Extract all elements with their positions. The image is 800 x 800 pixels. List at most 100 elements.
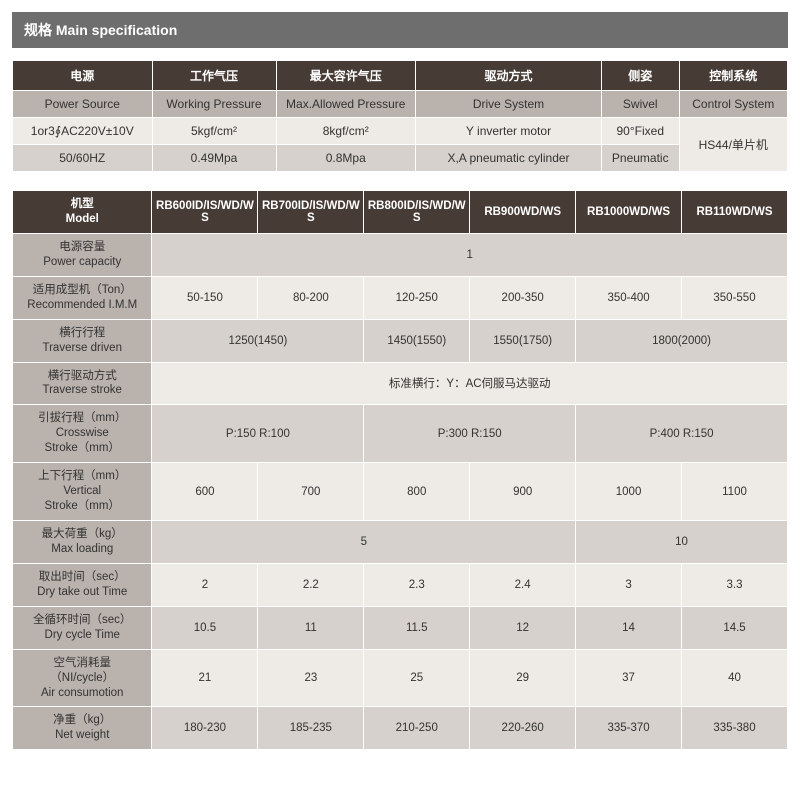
- label-cn: 机型: [71, 198, 94, 210]
- label-en: Dry cycle Time: [45, 629, 120, 641]
- table-row: 净重（kg） Net weight 180-230185-235210-250220…: [13, 707, 788, 750]
- table-row: 电源容量 Power capacity 1: [13, 233, 788, 276]
- cell: 40: [682, 649, 788, 707]
- cell: 10.5: [152, 606, 258, 649]
- row-label: 取出时间（sec）Dry take out Time: [13, 563, 152, 606]
- label-en: Power capacity: [43, 256, 121, 268]
- cell: 2.3: [364, 563, 470, 606]
- cell: 2.4: [470, 563, 576, 606]
- spec-table-2: 机型 Model RB600ID/IS/WD/WS RB700ID/IS/WD/…: [12, 190, 788, 750]
- table-row: 机型 Model RB600ID/IS/WD/WS RB700ID/IS/WD/…: [13, 191, 788, 234]
- model-col: RB600ID/IS/WD/WS: [152, 191, 258, 234]
- cell: 21: [152, 649, 258, 707]
- table-row: 电源 工作气压 最大容许气压 驱动方式 侧姿 控制系统: [13, 61, 788, 91]
- row-label: 空气消耗量（NI/cycle）Air consumotion: [13, 649, 152, 707]
- cell: 350-400: [576, 276, 682, 319]
- label-mid: （NI/cycle）: [50, 672, 114, 684]
- cell: 335-370: [576, 707, 682, 750]
- cell: 3.3: [682, 563, 788, 606]
- cell: 90°Fixed: [602, 118, 680, 145]
- cell: 350-550: [682, 276, 788, 319]
- cell: Pneumatic: [602, 145, 680, 172]
- col-header-cn: 电源: [13, 61, 153, 91]
- row-label: 全循环时间（sec） Dry cycle Time: [13, 606, 152, 649]
- row-label: 横行驱动方式 Traverse stroke: [13, 362, 152, 405]
- col-header-en: Power Source: [13, 91, 153, 118]
- table-row: 引拔行程（mm）CrosswiseStroke（mm）P:150 R:100P:…: [13, 405, 788, 463]
- cell: 120-250: [364, 276, 470, 319]
- table-row: 空气消耗量（NI/cycle）Air consumotion2123252937…: [13, 649, 788, 707]
- model-col: RB1000WD/WS: [576, 191, 682, 234]
- label-en: Net weight: [55, 729, 109, 741]
- cell: 25: [364, 649, 470, 707]
- cell: 12: [470, 606, 576, 649]
- label-cn: 横行行程: [59, 327, 105, 339]
- table-row: 取出时间（sec）Dry take out Time22.22.32.433.3: [13, 563, 788, 606]
- col-header-cn: 控制系统: [679, 61, 788, 91]
- cell: P:150 R:100: [152, 405, 364, 463]
- cell: 23: [258, 649, 364, 707]
- label-en: Traverse stroke: [43, 384, 122, 396]
- row-label: 最大荷重（kg） Max loading: [13, 521, 152, 564]
- row-label: 横行行程Traverse driven: [13, 319, 152, 362]
- cell: 900: [470, 463, 576, 521]
- label-cn: 取出时间（sec）: [39, 571, 126, 583]
- cell: 185-235: [258, 707, 364, 750]
- cell: 3: [576, 563, 682, 606]
- section-title: 规格 Main specification: [12, 12, 788, 48]
- label-cn: 电源容量: [59, 241, 105, 253]
- label-en: Air consumotion: [41, 687, 123, 699]
- model-col: RB110WD/WS: [682, 191, 788, 234]
- label-en: Stroke（mm）: [45, 500, 120, 512]
- cell: 1450(1550): [364, 319, 470, 362]
- col-header-en: Control System: [679, 91, 788, 118]
- cell: 180-230: [152, 707, 258, 750]
- model-col: RB700ID/IS/WD/WS: [258, 191, 364, 234]
- row-label: 电源容量 Power capacity: [13, 233, 152, 276]
- cell: 210-250: [364, 707, 470, 750]
- row-label: 净重（kg） Net weight: [13, 707, 152, 750]
- cell: 2.2: [258, 563, 364, 606]
- label-cn: 最大荷重（kg）: [42, 528, 123, 540]
- label-cn: 全循环时间（sec）: [33, 614, 131, 626]
- cell: 200-350: [470, 276, 576, 319]
- label-cn: 横行驱动方式: [48, 370, 117, 382]
- model-header: 机型 Model: [13, 191, 152, 234]
- cell: P:400 R:150: [576, 405, 788, 463]
- col-header-en: Max.Allowed Pressure: [276, 91, 416, 118]
- cell: 220-260: [470, 707, 576, 750]
- cell: X,A pneumatic cylinder: [416, 145, 602, 172]
- cell: 80-200: [258, 276, 364, 319]
- label-en: Max loading: [51, 543, 113, 555]
- table-row: 最大荷重（kg） Max loading 510: [13, 521, 788, 564]
- cell: 1: [152, 233, 788, 276]
- col-header-cn: 最大容许气压: [276, 61, 416, 91]
- table-row: 全循环时间（sec）Dry cycle Time10.51111.5121414…: [13, 606, 788, 649]
- cell: 14: [576, 606, 682, 649]
- cell: 14.5: [682, 606, 788, 649]
- cell: 0.8Mpa: [276, 145, 416, 172]
- cell: 11: [258, 606, 364, 649]
- cell: 标准横行：Y：AC伺服马达驱动: [152, 362, 788, 405]
- label-cn: 净重（kg）: [53, 714, 111, 726]
- table-row: 适用成型机（Ton）Recommended I.M.M50-15080-2001…: [13, 276, 788, 319]
- table-row: 1or3∮AC220V±10V 5kgf/cm² 8kgf/cm² Y inve…: [13, 118, 788, 145]
- cell: 1100: [682, 463, 788, 521]
- label-en: Model: [66, 213, 99, 225]
- cell: 335-380: [682, 707, 788, 750]
- cell: 700: [258, 463, 364, 521]
- cell: 10: [576, 521, 788, 564]
- model-col: RB800ID/IS/WD/WS: [364, 191, 470, 234]
- cell: 1000: [576, 463, 682, 521]
- table-row: 横行行程Traverse driven1250(1450)1450(1550)1…: [13, 319, 788, 362]
- cell: 0.49Mpa: [152, 145, 276, 172]
- col-header-cn: 侧姿: [602, 61, 680, 91]
- label-mid: Vertical: [63, 485, 101, 497]
- table-row: 50/60HZ 0.49Mpa 0.8Mpa X,A pneumatic cyl…: [13, 145, 788, 172]
- cell: 50/60HZ: [13, 145, 153, 172]
- cell: 1550(1750): [470, 319, 576, 362]
- col-header-cn: 工作气压: [152, 61, 276, 91]
- col-header-en: Drive System: [416, 91, 602, 118]
- cell: 1800(2000): [576, 319, 788, 362]
- cell: 5: [152, 521, 576, 564]
